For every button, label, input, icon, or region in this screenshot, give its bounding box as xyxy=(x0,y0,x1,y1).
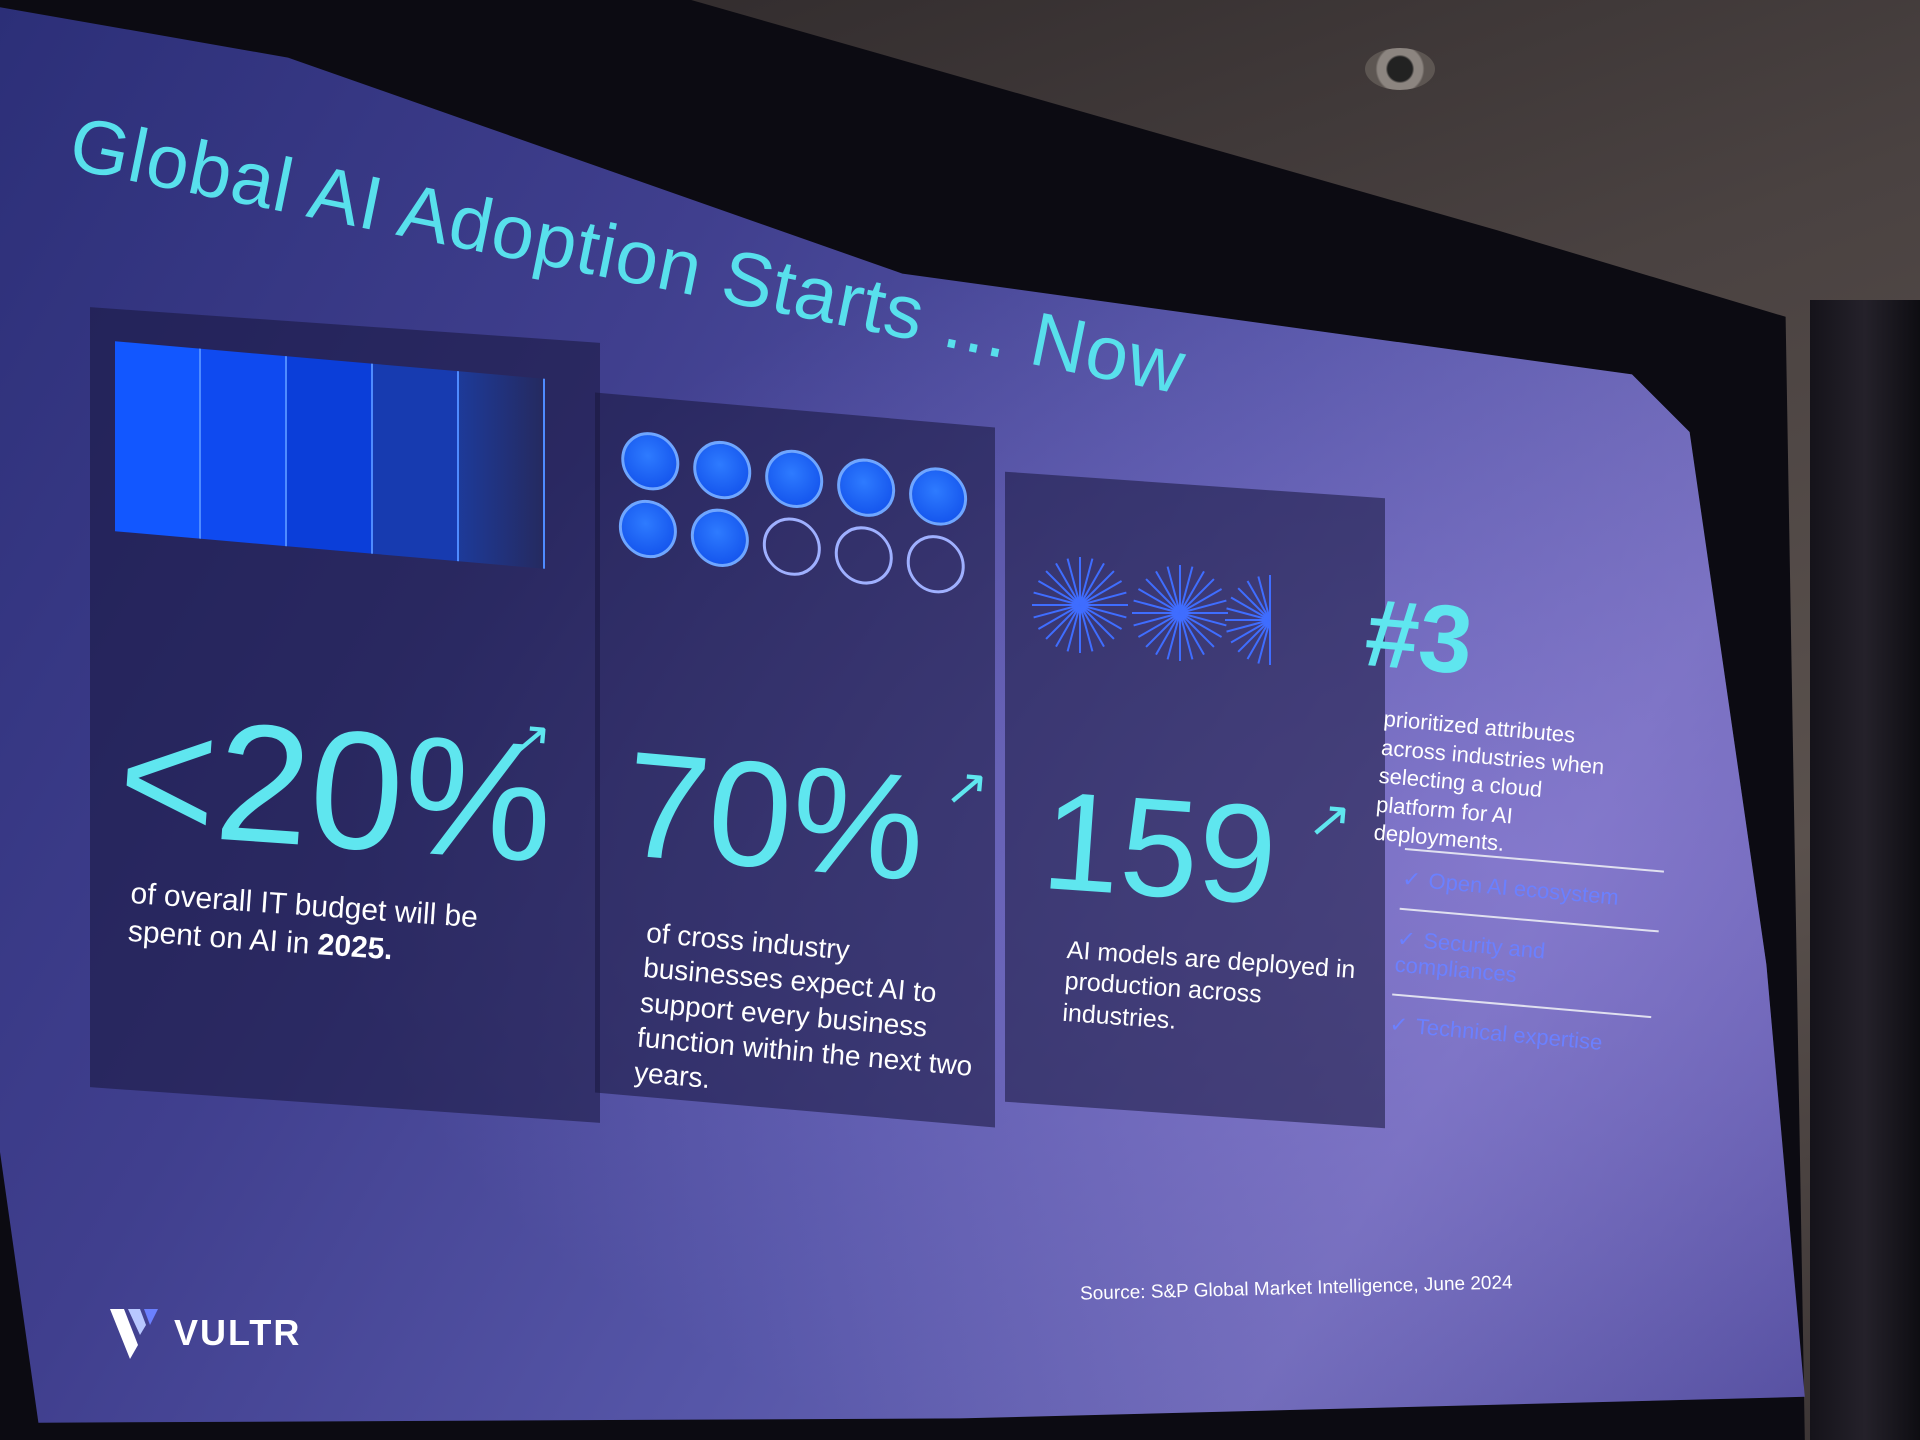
stat-businesses-caption: of cross industry businesses expect AI t… xyxy=(632,916,974,1094)
filled-dot xyxy=(689,505,750,571)
filled-dot xyxy=(908,464,969,529)
starburst xyxy=(1032,557,1128,653)
filled-dot xyxy=(764,446,825,512)
stripe xyxy=(373,363,459,562)
ceiling-vent xyxy=(1365,48,1435,90)
budget-stripe-graphic xyxy=(115,341,545,569)
stat-models-value: 159 xyxy=(1037,761,1282,934)
stripe xyxy=(201,348,287,547)
filled-dot xyxy=(620,428,681,494)
filled-dot xyxy=(692,437,753,503)
arrow-up-right-icon: ↗ xyxy=(1305,789,1355,851)
starburst xyxy=(1225,575,1271,665)
arrow-up-right-icon: ↗ xyxy=(505,709,555,771)
stat-rank-caption: prioritized attributes across industries… xyxy=(1372,705,1606,857)
check-icon: ✓ xyxy=(1388,1011,1410,1038)
stat-budget-value: <20% xyxy=(112,680,559,898)
starburst xyxy=(1132,565,1228,661)
starburst-graphic xyxy=(1032,557,1271,665)
stage-curtain xyxy=(1810,300,1920,1440)
stat-businesses-value: 70% xyxy=(618,719,932,913)
vultr-logo: VULTR xyxy=(108,1305,301,1361)
check-icon: ✓ xyxy=(1401,865,1422,893)
filled-dot xyxy=(617,496,678,562)
stat-rank-value: #3 xyxy=(1361,579,1477,695)
logo-wordmark: VULTR xyxy=(174,1312,302,1353)
arrow-up-right-icon: ↗ xyxy=(942,757,992,819)
attribute-label: Technical expertise xyxy=(1414,1013,1604,1055)
caption-year: 2025. xyxy=(316,927,394,966)
stripe xyxy=(115,341,201,539)
filled-dot xyxy=(836,455,897,521)
stripe xyxy=(459,371,545,569)
attribute-label: Open AI ecosystem xyxy=(1427,868,1620,910)
empty-dot xyxy=(761,514,822,580)
vultr-logo-mark-icon xyxy=(110,1309,158,1359)
attribute-label: Security and compliances xyxy=(1393,928,1547,988)
stripe xyxy=(287,356,373,554)
empty-dot xyxy=(833,522,894,588)
check-icon: ✓ xyxy=(1396,925,1417,953)
attribute-list: ✓ Open AI ecosystem ✓ Security and complia… xyxy=(1387,848,1665,1076)
empty-dot xyxy=(905,531,966,597)
